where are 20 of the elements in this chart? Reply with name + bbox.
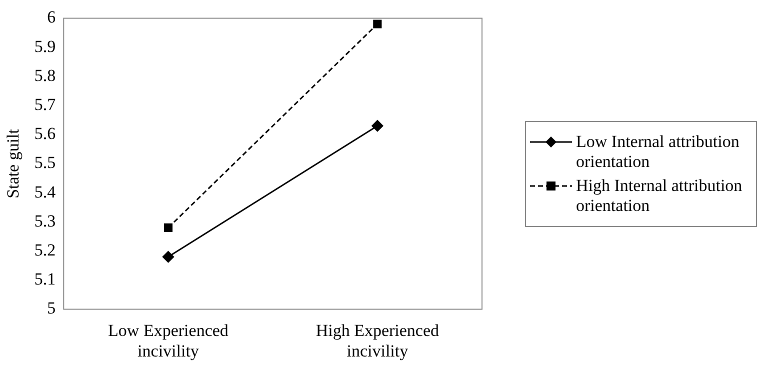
legend-label: High Internal attribution orientation xyxy=(576,176,744,216)
x-tick-label: Low Experienced incivility xyxy=(108,320,229,360)
point xyxy=(373,20,382,28)
y-tick-label: 5 xyxy=(47,298,56,318)
legend-label: Low Internal attribution orientation xyxy=(576,132,740,172)
y-tick-label: 5.2 xyxy=(34,240,56,260)
y-tick-label: 5.3 xyxy=(34,211,56,230)
y-tick-label: 5.5 xyxy=(34,153,56,172)
y-tick-label: 5.7 xyxy=(34,94,56,114)
point xyxy=(164,223,173,232)
y-axis-title: State guilt xyxy=(4,128,23,198)
y-tick-label: 5.4 xyxy=(34,182,56,202)
y-tick-label: 6 xyxy=(47,8,56,27)
y-tick-label: 5.9 xyxy=(34,36,56,56)
y-tick-label: 5.8 xyxy=(34,66,56,85)
y-tick-label: 5.1 xyxy=(34,270,56,289)
point xyxy=(162,251,174,263)
x-tick-label: High Experienced incivility xyxy=(316,320,440,360)
y-tick-label: 5.6 xyxy=(34,124,56,144)
point xyxy=(372,120,384,132)
